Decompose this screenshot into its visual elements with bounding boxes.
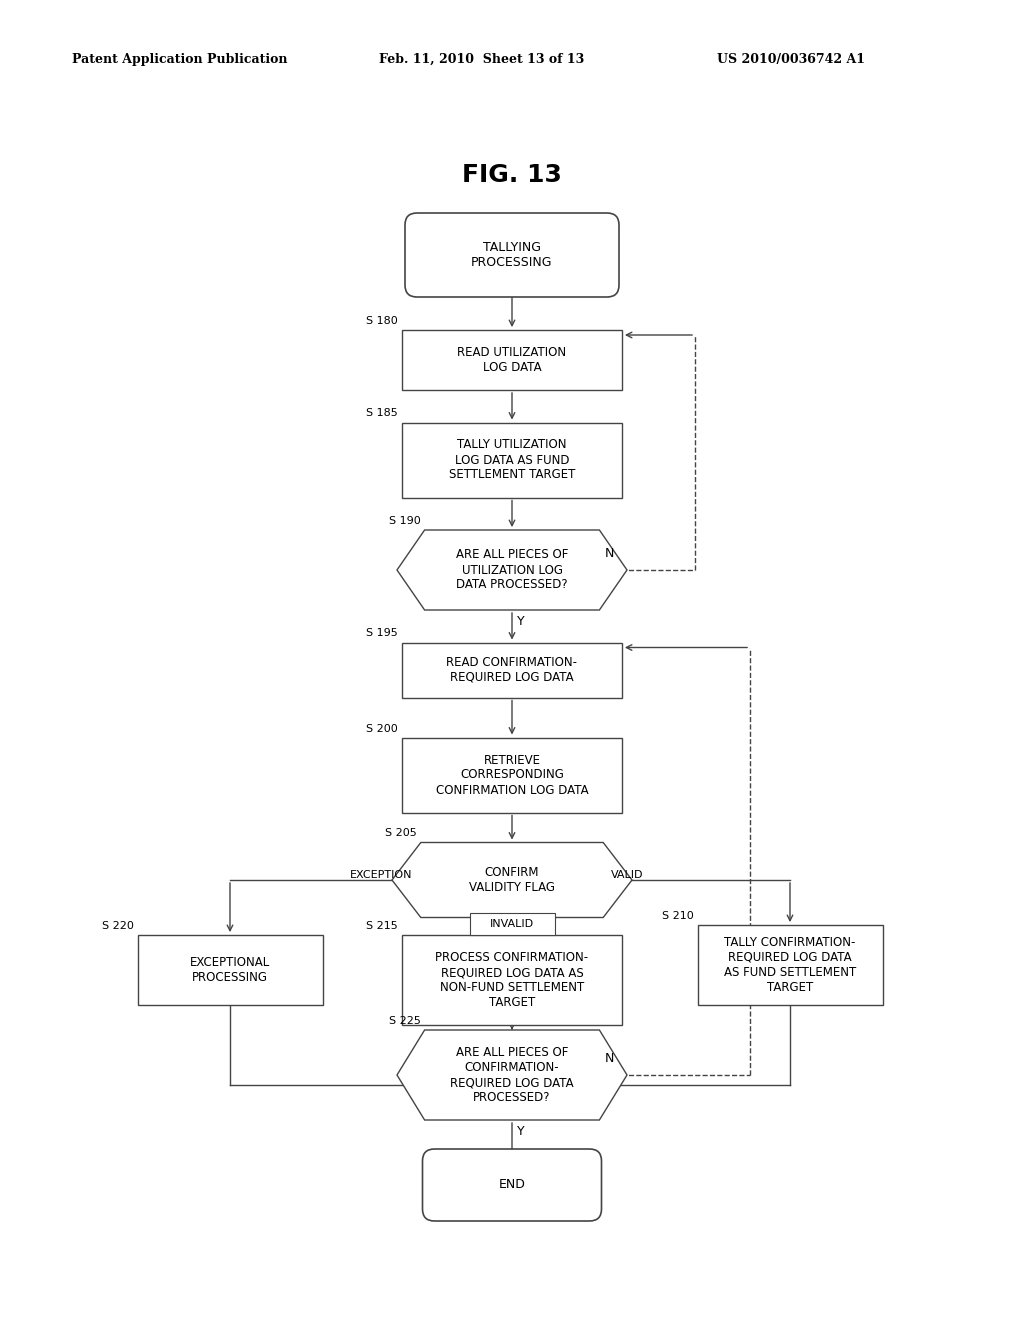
Polygon shape <box>392 842 632 917</box>
Text: TALLY CONFIRMATION-
REQUIRED LOG DATA
AS FUND SETTLEMENT
TARGET: TALLY CONFIRMATION- REQUIRED LOG DATA AS… <box>724 936 856 994</box>
Text: S 180: S 180 <box>367 315 398 326</box>
Text: PROCESS CONFIRMATION-
REQUIRED LOG DATA AS
NON-FUND SETTLEMENT
TARGET: PROCESS CONFIRMATION- REQUIRED LOG DATA … <box>435 950 589 1008</box>
Text: TALLYING
PROCESSING: TALLYING PROCESSING <box>471 242 553 269</box>
Text: Feb. 11, 2010  Sheet 13 of 13: Feb. 11, 2010 Sheet 13 of 13 <box>379 53 584 66</box>
Polygon shape <box>397 1030 627 1119</box>
Text: S 210: S 210 <box>662 911 693 921</box>
Bar <box>402 935 622 1026</box>
Bar <box>402 738 622 813</box>
Text: TALLY UTILIZATION
LOG DATA AS FUND
SETTLEMENT TARGET: TALLY UTILIZATION LOG DATA AS FUND SETTL… <box>449 438 575 482</box>
Bar <box>137 935 323 1005</box>
Bar <box>469 913 555 936</box>
Text: EXCEPTIONAL
PROCESSING: EXCEPTIONAL PROCESSING <box>189 956 270 983</box>
Polygon shape <box>397 531 627 610</box>
Bar <box>402 643 622 697</box>
Bar <box>402 330 622 389</box>
Text: N: N <box>604 546 613 560</box>
Text: S 225: S 225 <box>389 1016 421 1026</box>
Text: INVALID: INVALID <box>489 919 535 929</box>
Bar <box>697 925 883 1005</box>
Text: S 200: S 200 <box>367 723 398 734</box>
Text: S 195: S 195 <box>367 628 398 639</box>
Bar <box>402 422 622 498</box>
Text: ARE ALL PIECES OF
UTILIZATION LOG
DATA PROCESSED?: ARE ALL PIECES OF UTILIZATION LOG DATA P… <box>456 549 568 591</box>
Text: RETRIEVE
CORRESPONDING
CONFIRMATION LOG DATA: RETRIEVE CORRESPONDING CONFIRMATION LOG … <box>435 754 589 796</box>
Text: S 185: S 185 <box>367 408 398 418</box>
Text: END: END <box>499 1179 525 1192</box>
FancyBboxPatch shape <box>423 1148 601 1221</box>
Text: EXCEPTION: EXCEPTION <box>350 870 413 880</box>
Text: Y: Y <box>517 615 524 628</box>
Text: N: N <box>604 1052 613 1065</box>
Text: S 220: S 220 <box>101 921 133 931</box>
Text: Y: Y <box>517 1125 524 1138</box>
Text: ARE ALL PIECES OF
CONFIRMATION-
REQUIRED LOG DATA
PROCESSED?: ARE ALL PIECES OF CONFIRMATION- REQUIRED… <box>451 1045 573 1104</box>
Text: VALID: VALID <box>611 870 644 880</box>
Text: S 190: S 190 <box>389 516 421 525</box>
Text: READ CONFIRMATION-
REQUIRED LOG DATA: READ CONFIRMATION- REQUIRED LOG DATA <box>446 656 578 684</box>
Text: CONFIRM
VALIDITY FLAG: CONFIRM VALIDITY FLAG <box>469 866 555 894</box>
Text: FIG. 13: FIG. 13 <box>462 162 562 187</box>
Text: READ UTILIZATION
LOG DATA: READ UTILIZATION LOG DATA <box>458 346 566 374</box>
Text: Patent Application Publication: Patent Application Publication <box>72 53 287 66</box>
Text: S 215: S 215 <box>367 921 398 931</box>
Text: US 2010/0036742 A1: US 2010/0036742 A1 <box>717 53 865 66</box>
FancyBboxPatch shape <box>406 213 618 297</box>
Text: S 205: S 205 <box>385 829 417 838</box>
